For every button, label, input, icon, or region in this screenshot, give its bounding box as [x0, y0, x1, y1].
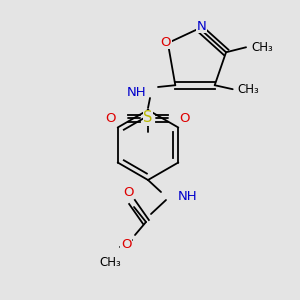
Text: CH₃: CH₃: [238, 83, 260, 96]
Text: O: O: [180, 112, 190, 124]
Text: N: N: [196, 20, 206, 33]
Text: NH: NH: [126, 85, 146, 98]
Text: NH: NH: [178, 190, 198, 202]
Text: O: O: [123, 185, 133, 199]
Text: CH₃: CH₃: [99, 256, 121, 268]
Text: O: O: [160, 35, 171, 49]
Text: O: O: [121, 238, 131, 250]
Text: CH₃: CH₃: [251, 41, 273, 54]
Text: S: S: [143, 110, 153, 125]
Text: O: O: [106, 112, 116, 124]
